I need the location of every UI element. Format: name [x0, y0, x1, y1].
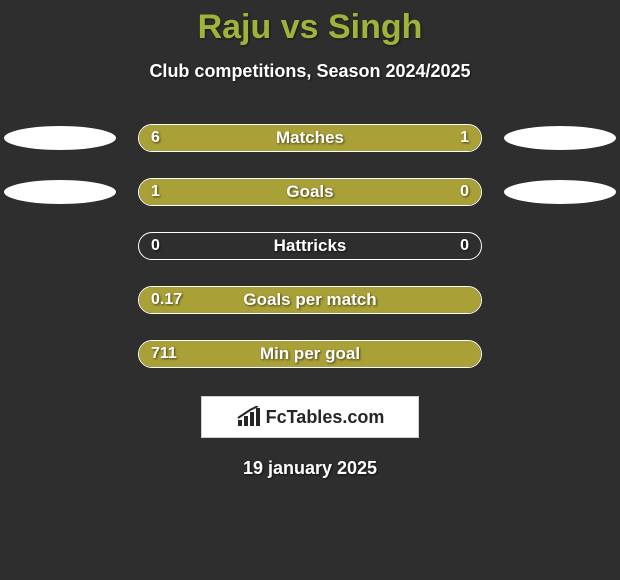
chart-icon [236, 406, 262, 428]
brand-box[interactable]: FcTables.com [201, 396, 419, 438]
stat-row: 0 Hattricks 0 [0, 232, 620, 260]
stat-value-right: 1 [460, 125, 469, 151]
stat-value-right: 0 [460, 179, 469, 205]
stat-bar: 1 Goals 0 [138, 178, 482, 206]
stat-bar: 711 Min per goal [138, 340, 482, 368]
stat-row: 1 Goals 0 [0, 178, 620, 206]
stat-label: Min per goal [139, 341, 481, 367]
date-text: 19 january 2025 [0, 458, 620, 479]
stat-label: Goals [139, 179, 481, 205]
stat-row: 0.17 Goals per match [0, 286, 620, 314]
left-ellipse [4, 126, 116, 150]
stat-bar: 0.17 Goals per match [138, 286, 482, 314]
stat-label: Hattricks [139, 233, 481, 259]
stat-rows: 6 Matches 1 1 Goals 0 0 Hattricks 0 [0, 124, 620, 368]
stat-bar: 0 Hattricks 0 [138, 232, 482, 260]
stat-row: 711 Min per goal [0, 340, 620, 368]
subtitle: Club competitions, Season 2024/2025 [0, 61, 620, 82]
stat-label: Goals per match [139, 287, 481, 313]
right-ellipse [504, 126, 616, 150]
stat-label: Matches [139, 125, 481, 151]
stat-bar: 6 Matches 1 [138, 124, 482, 152]
stat-row: 6 Matches 1 [0, 124, 620, 152]
stat-value-right: 0 [460, 233, 469, 259]
right-ellipse [504, 180, 616, 204]
brand-text: FcTables.com [266, 407, 385, 428]
left-ellipse [4, 180, 116, 204]
page-title: Raju vs Singh [0, 0, 620, 47]
